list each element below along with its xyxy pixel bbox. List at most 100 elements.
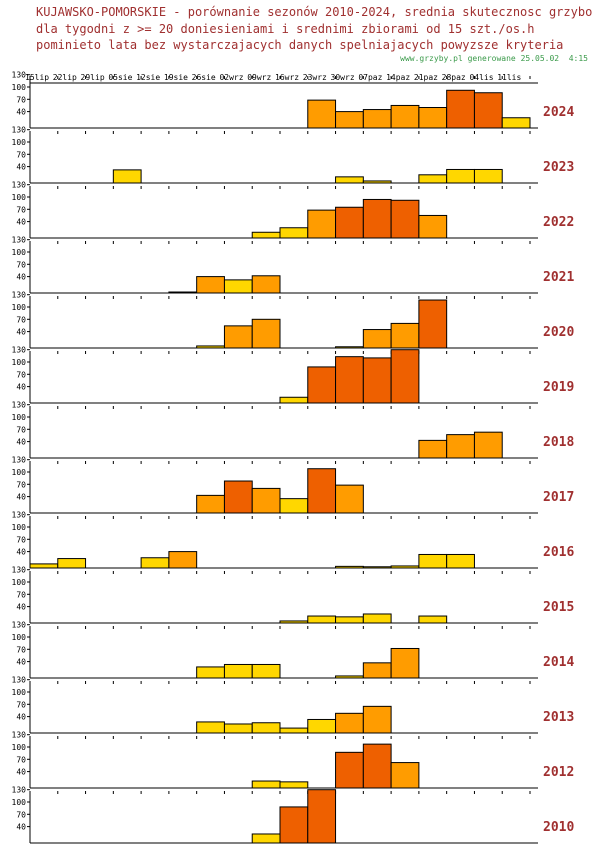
bar-2024-04lis	[473, 92, 503, 129]
bar-2012-07paz	[362, 743, 392, 789]
bar-2023-30wrz	[335, 176, 364, 184]
y-tick-label: 100	[12, 248, 27, 257]
bar-2024-30wrz	[335, 111, 364, 129]
y-tick-label: 100	[12, 523, 27, 532]
source-credit: www.grzyby.pl generowane 25.05.02 4:15	[400, 54, 588, 63]
y-tick-label: 130	[12, 291, 27, 300]
y-tick-label: 70	[16, 535, 26, 544]
bar-2014-30wrz	[335, 675, 364, 679]
y-tick-label: 100	[12, 358, 27, 367]
bar-2023-07paz	[362, 180, 392, 184]
y-tick-label: 100	[12, 193, 27, 202]
y-tick-label: 100	[12, 413, 27, 422]
y-tick-label: 70	[16, 590, 26, 599]
bar-2021-02wrz	[223, 279, 253, 294]
y-tick-label: 130	[12, 676, 27, 685]
bar-2013-23wrz	[307, 718, 337, 734]
y-tick-label: 130	[12, 566, 27, 575]
chart-title-line-3: pominieto lata bez wystarczajacych danyc…	[36, 38, 564, 52]
y-tick-label: 130	[12, 181, 27, 190]
bar-2024-23wrz	[307, 99, 337, 129]
series-label-2010: 2010	[543, 820, 574, 835]
bar-2017-30wrz	[335, 484, 364, 514]
bar-2020-09wrz	[251, 318, 281, 349]
bar-2018-21paz	[418, 439, 448, 459]
y-tick-label: 40	[16, 493, 26, 502]
y-tick-label: 70	[16, 95, 26, 104]
bar-2016-19sie	[168, 551, 198, 569]
bar-2020-30wrz	[335, 346, 364, 349]
y-tick-label: 130	[12, 126, 27, 135]
y-tick-label: 40	[16, 218, 26, 227]
bar-2024-07paz	[362, 109, 392, 129]
y-tick-label: 130	[12, 236, 27, 245]
bar-2020-02wrz	[223, 325, 253, 349]
y-tick-label: 40	[16, 273, 26, 282]
bar-2016-30wrz	[335, 565, 364, 569]
bar-2019-07paz	[362, 357, 392, 404]
bar-2017-23wrz	[307, 468, 337, 514]
y-tick-label: 40	[16, 328, 26, 337]
x-tick-label: 23wrz	[303, 73, 327, 82]
x-tick-label: 16wrz	[275, 73, 299, 82]
bar-2023-04lis	[473, 168, 503, 184]
y-tick-label: 130	[12, 346, 27, 355]
bar-2014-09wrz	[251, 663, 281, 679]
y-tick-label: 40	[16, 548, 26, 557]
bar-2022-09wrz	[251, 231, 281, 239]
bar-2023-05sie	[112, 169, 142, 184]
y-tick-label: 40	[16, 713, 26, 722]
bar-2015-23wrz	[307, 615, 337, 624]
bar-2014-14paz	[390, 647, 420, 679]
bar-2012-30wrz	[335, 751, 364, 789]
x-tick-label: 22lip	[53, 73, 77, 82]
bar-2022-16wrz	[279, 227, 309, 239]
y-tick-label: 70	[16, 205, 26, 214]
x-tick-label: 26sie	[192, 73, 216, 82]
bar-2013-26sie	[196, 721, 225, 734]
series-label-2014: 2014	[543, 655, 574, 670]
bar-2019-30wrz	[335, 356, 364, 404]
series-label-2013: 2013	[543, 710, 574, 725]
bar-2013-30wrz	[335, 712, 364, 734]
x-tick-label: 02wrz	[219, 73, 243, 82]
bar-2019-16wrz	[279, 396, 309, 404]
y-tick-label: 130	[12, 401, 27, 410]
y-tick-label: 100	[12, 468, 27, 477]
bar-2010-23wrz	[307, 789, 337, 844]
x-tick-label: 04lis	[469, 73, 493, 82]
x-tick-label: 21paz	[414, 73, 438, 82]
bar-2015-21paz	[418, 615, 448, 624]
bar-2024-11lis	[501, 117, 531, 129]
series-label-2022: 2022	[543, 215, 574, 230]
bar-2012-09wrz	[251, 780, 281, 789]
bar-2013-02wrz	[223, 723, 253, 734]
bar-2020-14paz	[390, 322, 420, 349]
y-tick-label: 40	[16, 658, 26, 667]
chart-title-line-1: KUJAWSKO-POMORSKIE - porównanie sezonów …	[36, 5, 593, 19]
bar-2014-07paz	[362, 662, 392, 679]
x-tick-label: 15lip	[25, 73, 49, 82]
bar-2017-26sie	[196, 494, 225, 514]
bar-2019-23wrz	[307, 366, 337, 404]
x-tick-label: 11lis	[497, 73, 521, 82]
bar-2013-09wrz	[251, 722, 281, 734]
bar-2022-14paz	[390, 199, 420, 239]
y-tick-label: 40	[16, 108, 26, 117]
x-tick-label: 30wrz	[331, 73, 355, 82]
bar-2023-21paz	[418, 174, 448, 184]
y-tick-label: 100	[12, 688, 27, 697]
series-label-2021: 2021	[543, 270, 574, 285]
x-tick-label: 09wrz	[247, 73, 271, 82]
bar-2021-09wrz	[251, 275, 281, 294]
bar-2017-16wrz	[279, 498, 309, 514]
y-tick-label: 130	[12, 731, 27, 740]
bar-2016-12sie	[140, 557, 170, 569]
bar-2021-19sie	[168, 291, 198, 294]
bar-2020-21paz	[418, 299, 448, 349]
y-tick-label: 100	[12, 798, 27, 807]
bar-2020-07paz	[362, 329, 392, 349]
y-tick-label: 70	[16, 150, 26, 159]
y-tick-label: 70	[16, 755, 26, 764]
bar-2017-09wrz	[251, 487, 281, 514]
